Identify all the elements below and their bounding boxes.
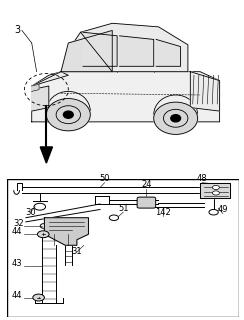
Polygon shape xyxy=(61,23,188,72)
Polygon shape xyxy=(156,39,181,66)
Text: 30: 30 xyxy=(25,208,36,217)
Polygon shape xyxy=(32,86,49,111)
Polygon shape xyxy=(200,183,230,198)
Circle shape xyxy=(33,294,44,301)
Text: 24: 24 xyxy=(141,180,152,189)
Circle shape xyxy=(213,191,219,195)
Text: 3: 3 xyxy=(14,26,20,36)
Text: 44: 44 xyxy=(11,227,22,236)
Circle shape xyxy=(171,115,181,122)
Text: 43: 43 xyxy=(11,259,22,268)
Text: 50: 50 xyxy=(99,174,110,183)
Polygon shape xyxy=(40,147,52,163)
Circle shape xyxy=(154,102,198,134)
Text: 51: 51 xyxy=(118,204,129,213)
Circle shape xyxy=(63,111,73,118)
Text: 48: 48 xyxy=(197,174,207,183)
Polygon shape xyxy=(32,72,220,122)
Polygon shape xyxy=(32,84,39,92)
Circle shape xyxy=(38,231,49,238)
Polygon shape xyxy=(44,218,88,245)
Text: 49: 49 xyxy=(218,205,228,214)
Polygon shape xyxy=(120,36,154,66)
Text: 44: 44 xyxy=(11,291,22,300)
Text: 142: 142 xyxy=(155,208,171,217)
Polygon shape xyxy=(190,72,220,111)
Text: 31: 31 xyxy=(71,246,82,255)
Polygon shape xyxy=(32,72,68,86)
Circle shape xyxy=(213,185,219,189)
Polygon shape xyxy=(61,30,112,72)
Circle shape xyxy=(46,99,90,131)
Text: 32: 32 xyxy=(14,219,24,228)
FancyBboxPatch shape xyxy=(137,197,156,208)
Polygon shape xyxy=(83,32,117,66)
